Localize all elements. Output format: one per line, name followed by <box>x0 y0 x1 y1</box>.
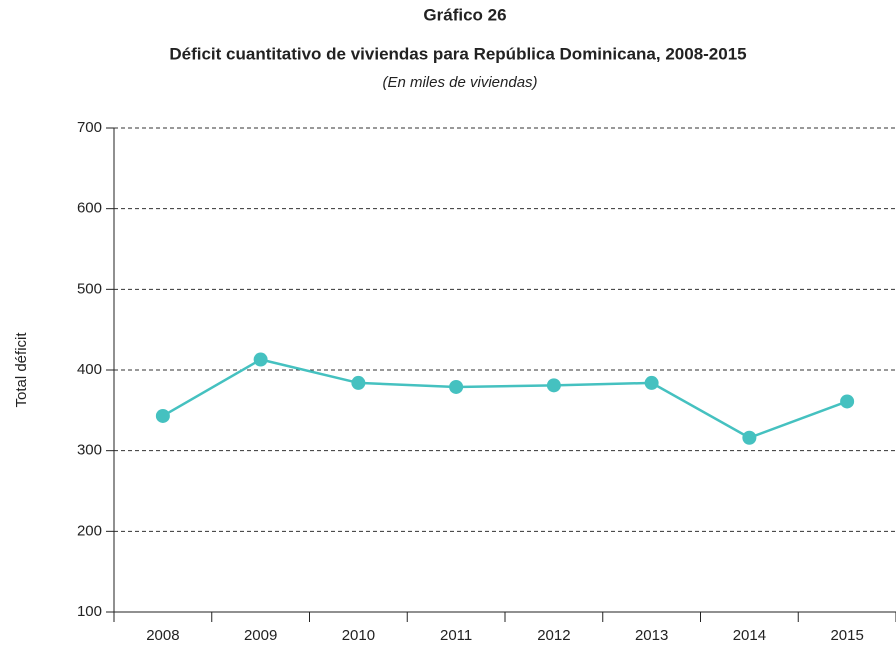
line <box>162 358 848 440</box>
point <box>840 394 855 409</box>
point <box>546 378 561 393</box>
y-tick-label: 500 <box>77 280 102 297</box>
point <box>449 379 464 394</box>
x-tick-label: 2011 <box>440 627 472 644</box>
x-tick-label: 2009 <box>244 627 277 644</box>
chart-subtitle: Déficit cuantitativo de viviendas para R… <box>169 44 746 63</box>
y-tick-label: 400 <box>77 361 102 378</box>
y-tick-label: 600 <box>77 200 102 217</box>
y-tick-label: 700 <box>77 119 102 136</box>
chart-note: (En miles de viviendas) <box>382 74 537 91</box>
x-tick-label: 2015 <box>830 627 863 644</box>
chart-title: Gráfico 26 <box>423 5 506 24</box>
y-tick-label: 300 <box>77 442 102 459</box>
y-tick-label: 100 <box>77 603 102 620</box>
point <box>253 352 268 367</box>
point <box>644 375 659 390</box>
point <box>351 375 366 390</box>
y-axis-label: Total déficit <box>13 332 30 408</box>
x-tick-label: 2014 <box>733 627 766 644</box>
point <box>155 408 170 423</box>
x-tick-label: 2013 <box>635 627 668 644</box>
x-tick-label: 2010 <box>342 627 375 644</box>
x-tick-label: 2012 <box>537 627 570 644</box>
y-tick-label: 200 <box>77 522 102 539</box>
x-tick-label: 2008 <box>146 627 179 644</box>
point <box>742 430 757 445</box>
